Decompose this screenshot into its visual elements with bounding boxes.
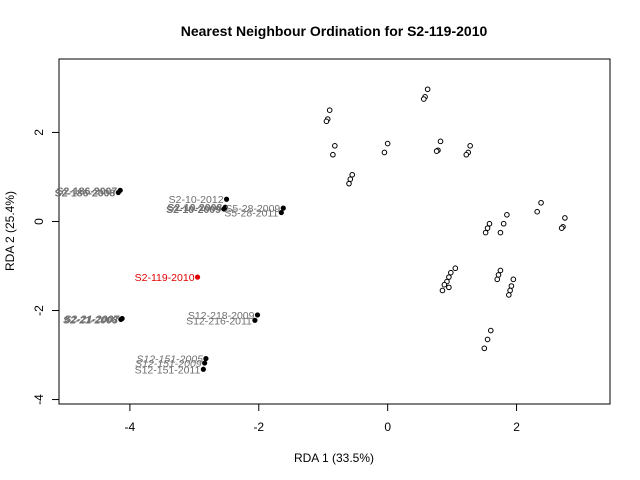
ordination-point [484, 225, 491, 231]
y-tick-label: -4 [32, 394, 46, 405]
neighbour-label: S12-216-2011 [186, 315, 252, 327]
ordination-point [507, 287, 513, 294]
y-axis-label: RDA 2 (25.4%) [3, 191, 17, 271]
neighbour-point [221, 206, 227, 212]
ordination-point [497, 229, 504, 236]
ordination-point [332, 143, 338, 149]
ordination-point [323, 118, 330, 125]
ordination-point [494, 276, 501, 283]
neighbour-point [278, 209, 284, 216]
chart-title: Nearest Neighbour Ordination for S2-119-… [181, 23, 488, 39]
ordination-point [330, 151, 336, 158]
x-axis-label: RDA 1 (33.5%) [294, 451, 374, 465]
ordination-point [433, 148, 440, 154]
ordination-point [346, 180, 352, 187]
ordination-point [448, 269, 454, 276]
neighbour-point [254, 312, 261, 318]
focal-point-layer: S2-119-2010 [135, 272, 201, 284]
neighbour-point [202, 360, 208, 366]
y-tick-label: -2 [32, 305, 46, 316]
x-tick-label: -2 [253, 420, 264, 434]
ordination-point [424, 86, 431, 93]
neighbour-label: S5-28-2011 [224, 208, 278, 220]
neighbour-label: S12-151-2011 [135, 364, 201, 376]
ordination-point [349, 171, 356, 178]
ordination-point [446, 284, 452, 291]
other-points-layer [323, 86, 568, 352]
neighbour-point [280, 205, 286, 211]
neighbour-point [223, 196, 230, 202]
ordination-point [437, 138, 444, 145]
ordination-point [497, 267, 504, 274]
neighbour-label: S12-218-2009 [188, 310, 255, 322]
ordination-point [420, 96, 427, 102]
ordination-point [482, 229, 489, 236]
ordination-point [506, 292, 512, 298]
x-tick-label: 0 [384, 420, 391, 434]
ordination-point [446, 274, 452, 280]
ordination-point [510, 276, 517, 283]
neighbour-label: S5-28-2009 [225, 203, 280, 215]
ordination-point [326, 107, 333, 113]
ordination-point [347, 176, 354, 182]
x-axis: -4 -2 0 2 [125, 403, 520, 434]
plot-frame [58, 58, 611, 405]
ordination-point [484, 336, 491, 343]
neighbour-label: S2-21-2007 [64, 314, 120, 326]
neighbour-label: S2-10-2009 [166, 204, 221, 216]
ordination-point [538, 199, 544, 206]
neighbour-point [118, 316, 124, 323]
ordination-point [467, 143, 473, 149]
ordination-point [534, 208, 540, 215]
ordination-point [486, 220, 493, 227]
ordination-point [439, 287, 446, 294]
neighbour-label: S2-10-2012 [169, 194, 224, 206]
y-tick-label: 2 [32, 129, 46, 136]
ordination-point [481, 345, 488, 352]
neighbour-point [200, 366, 206, 372]
neighbour-label: S2-186-2007 [57, 185, 118, 197]
ordination-point [508, 283, 515, 289]
ordination-point [504, 212, 510, 218]
ordination-point [384, 140, 391, 147]
ordination-point [463, 151, 470, 158]
y-axis: -4 -2 0 2 [32, 129, 60, 405]
neighbour-label: S2-10-2008 [167, 202, 222, 214]
ordination-point [558, 225, 565, 231]
ordination-point [495, 272, 502, 278]
ordination-point [452, 265, 459, 272]
focal-label: S2-119-2010 [135, 272, 195, 284]
ordination-point [381, 149, 388, 156]
ordination-point [562, 215, 568, 221]
ordination-point [487, 327, 494, 334]
neighbour-label: S2-186-2008 [55, 188, 116, 200]
neighbour-point [203, 355, 209, 362]
ordination-point [441, 281, 448, 288]
neighbour-point [252, 317, 258, 323]
focal-point [194, 274, 201, 280]
neighbour-point [115, 189, 121, 196]
ordination-point [500, 220, 507, 227]
neighbour-label: S12-151-2005 [136, 354, 203, 366]
y-tick-label: 0 [32, 218, 46, 225]
x-tick-label: -4 [125, 420, 136, 434]
neighbour-label: S12-151-2009 [135, 358, 202, 370]
x-tick-label: 2 [513, 420, 520, 434]
neighbour-label: S2-21-2008 [63, 314, 118, 326]
